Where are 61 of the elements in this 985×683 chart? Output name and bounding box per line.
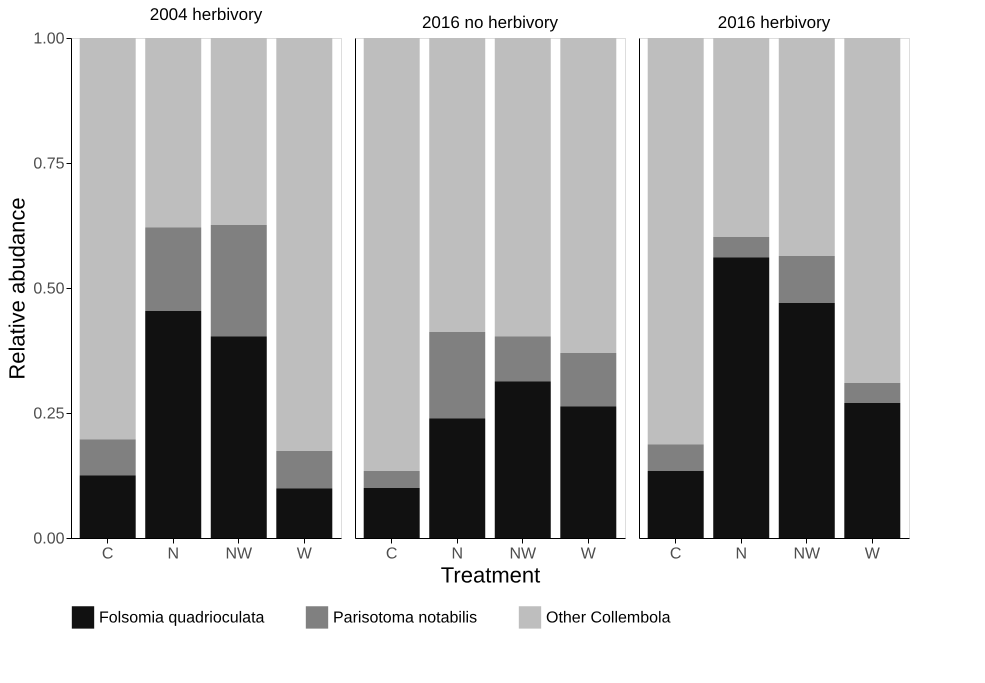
bar <box>210 336 267 538</box>
y-tick-label: 0.50 <box>33 280 65 298</box>
chart-title: 2016 herbivory <box>718 13 831 32</box>
x-tick-label: C <box>102 546 114 562</box>
x-tick-label: W <box>296 546 313 562</box>
x-tick-label: N <box>735 546 748 562</box>
bar <box>648 471 704 538</box>
x-tick-label: NW <box>225 546 253 562</box>
bar <box>713 237 770 258</box>
bar <box>560 353 616 406</box>
x-tick-label: W <box>864 546 881 562</box>
bar <box>210 38 267 225</box>
x-tick-label: N <box>451 546 464 562</box>
y-tick-label: 0.25 <box>33 406 65 422</box>
chart-title: 2016 no herbivory <box>422 13 559 32</box>
bar <box>778 303 835 538</box>
x-axis-title: Treatment <box>440 562 540 588</box>
y-tick-label: 0.00 <box>33 530 65 548</box>
bar <box>145 311 202 538</box>
bar <box>713 38 770 237</box>
bar <box>80 38 136 440</box>
bar <box>713 258 770 538</box>
bar <box>276 38 332 451</box>
chart-title: 2004 herbivory <box>150 5 263 24</box>
bar <box>560 38 616 353</box>
bar <box>494 336 551 382</box>
y-axis-title: Relative abudance <box>4 197 30 380</box>
bar <box>560 406 616 538</box>
bar <box>276 451 332 488</box>
legend-label: Folsomia quadrioculata <box>99 609 265 626</box>
x-tick-label: NW <box>509 546 537 562</box>
legend-label: Parisotoma notabilis <box>333 609 478 626</box>
bar <box>648 38 704 444</box>
x-tick-label: C <box>386 546 398 562</box>
bar <box>778 38 835 256</box>
y-tick-label: 0.75 <box>33 156 65 172</box>
x-tick-label: N <box>167 546 180 562</box>
bar <box>364 471 420 488</box>
bar <box>844 38 900 383</box>
bar <box>844 403 900 538</box>
x-tick-label: C <box>670 546 682 562</box>
x-tick-label: W <box>580 546 597 562</box>
bar <box>80 440 136 476</box>
bar <box>648 444 704 471</box>
bar <box>778 256 835 303</box>
bar <box>429 332 486 418</box>
bar <box>494 38 551 336</box>
legend-label: Other Collembola <box>546 609 671 626</box>
bar <box>276 488 332 538</box>
bar <box>429 38 486 332</box>
bar <box>80 476 136 538</box>
bar <box>429 418 486 538</box>
bar <box>210 225 267 336</box>
bar <box>364 38 420 471</box>
x-tick-label: NW <box>793 546 821 562</box>
y-tick-label: 1.00 <box>33 30 65 48</box>
bar <box>145 228 202 311</box>
bar <box>364 488 420 538</box>
bar <box>844 383 900 403</box>
bar <box>145 38 202 228</box>
bar <box>494 382 551 538</box>
